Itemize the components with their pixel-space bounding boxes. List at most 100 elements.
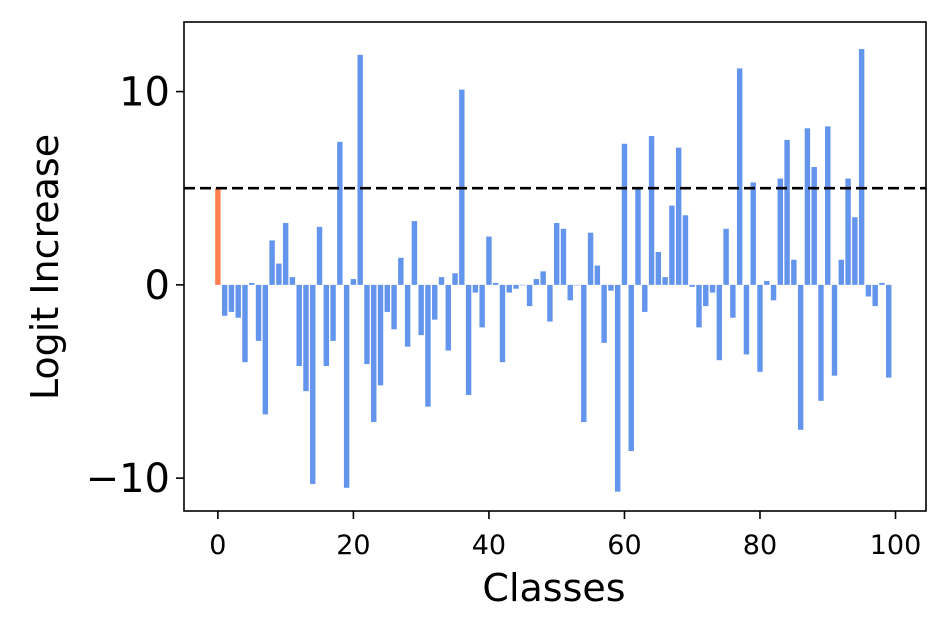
bar <box>445 284 451 351</box>
bar <box>818 284 824 401</box>
bar <box>540 271 546 285</box>
bar <box>858 49 865 285</box>
bar <box>791 259 797 285</box>
bar <box>465 284 472 396</box>
bar <box>221 284 228 316</box>
bar <box>601 284 607 343</box>
bar <box>777 178 784 285</box>
bar <box>520 284 526 286</box>
bar <box>784 139 790 285</box>
bar <box>574 284 580 286</box>
bar <box>303 284 309 392</box>
bar <box>614 284 621 492</box>
bar <box>879 282 885 285</box>
bar <box>357 54 363 285</box>
bar <box>736 68 743 285</box>
x-tick-label: 80 <box>743 530 777 561</box>
bar <box>662 277 668 285</box>
bar <box>330 284 336 341</box>
bar <box>594 265 601 285</box>
bar <box>486 236 492 285</box>
bar <box>838 259 845 285</box>
bar <box>418 284 424 336</box>
bar <box>621 143 628 285</box>
bar <box>479 284 485 328</box>
bar <box>560 228 567 285</box>
bar <box>865 284 872 297</box>
bar <box>845 178 851 285</box>
bar <box>438 277 445 285</box>
bar <box>289 277 296 285</box>
bar <box>547 284 553 322</box>
bar <box>235 284 241 318</box>
bar <box>425 284 431 407</box>
bar <box>872 284 878 307</box>
bar <box>404 284 411 347</box>
bars-group <box>215 49 892 492</box>
bar <box>513 284 519 289</box>
bar <box>323 284 330 367</box>
bar <box>364 284 370 365</box>
bar <box>492 282 499 285</box>
bar <box>804 128 811 285</box>
y-tick-label: 10 <box>119 70 170 116</box>
bar <box>432 284 438 320</box>
bar <box>255 284 262 341</box>
x-tick-label: 60 <box>607 530 641 561</box>
y-axis-ticks: −10 0 10 <box>86 70 184 502</box>
bar <box>852 217 858 285</box>
bar <box>703 284 709 307</box>
bar <box>316 226 323 285</box>
bar <box>581 284 587 423</box>
bar <box>377 284 384 386</box>
bar <box>262 284 269 415</box>
bar <box>282 223 289 285</box>
bar <box>642 284 648 312</box>
bar <box>608 284 614 291</box>
bar <box>797 284 804 430</box>
bar <box>655 252 662 285</box>
bar <box>228 284 235 312</box>
bar <box>689 284 695 287</box>
bar <box>411 221 418 285</box>
y-tick-label: 0 <box>145 263 170 309</box>
bar <box>770 284 777 301</box>
x-tick-label: 20 <box>336 530 370 561</box>
bar <box>242 284 248 363</box>
bar <box>506 284 512 293</box>
bar <box>533 279 540 285</box>
bar <box>682 215 689 285</box>
bar <box>811 166 817 285</box>
y-tick-label: −10 <box>86 456 170 502</box>
x-tick-label: 0 <box>209 530 226 561</box>
bar <box>730 284 736 318</box>
bar <box>675 147 682 285</box>
x-tick-label: 40 <box>472 530 506 561</box>
bar <box>709 284 716 293</box>
bar <box>831 284 838 376</box>
bar <box>296 284 302 367</box>
bar <box>764 280 770 285</box>
bar <box>452 273 458 285</box>
bar <box>669 205 675 285</box>
bar <box>249 282 255 285</box>
bar <box>391 284 397 330</box>
x-axis-title: Classes <box>482 566 625 610</box>
x-tick-label: 100 <box>870 530 922 561</box>
bar <box>886 284 892 378</box>
bar <box>648 136 655 285</box>
bar <box>825 126 831 285</box>
bar <box>269 240 275 285</box>
bar <box>628 284 634 452</box>
x-axis-ticks: 0 20 40 60 80 100 <box>209 511 921 561</box>
bar <box>553 223 560 285</box>
bar <box>337 141 343 285</box>
bar <box>384 284 390 312</box>
bar <box>371 284 377 423</box>
bar <box>310 284 316 484</box>
bar <box>723 228 729 285</box>
plot-frame <box>183 21 927 512</box>
bar <box>472 284 479 293</box>
